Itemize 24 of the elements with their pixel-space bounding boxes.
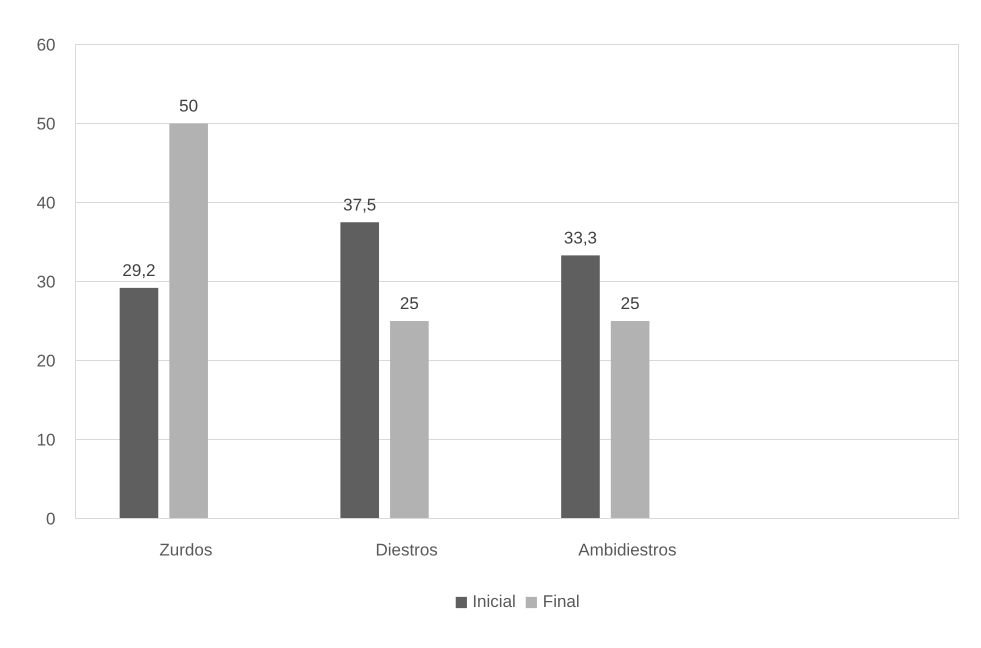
y-tick-label: 40 bbox=[36, 194, 56, 212]
y-tick-label: 0 bbox=[46, 510, 56, 528]
y-tick-label: 60 bbox=[36, 36, 56, 54]
data-label: 25 bbox=[400, 294, 419, 313]
bar bbox=[390, 321, 429, 518]
data-label: 25 bbox=[620, 294, 640, 313]
x-tick-label: Diestros bbox=[375, 540, 438, 560]
data-label: 33,3 bbox=[564, 228, 598, 248]
bar bbox=[561, 255, 600, 518]
legend-label: Inicial bbox=[472, 592, 516, 612]
bar bbox=[120, 288, 158, 518]
bar bbox=[340, 222, 380, 518]
y-tick-label: 10 bbox=[36, 430, 56, 450]
legend-label: Final bbox=[542, 592, 580, 612]
bar bbox=[610, 321, 650, 518]
data-label: 50 bbox=[179, 96, 198, 116]
y-tick-label: 20 bbox=[36, 352, 56, 370]
bar bbox=[169, 124, 208, 518]
data-label: 37,5 bbox=[343, 195, 376, 214]
data-label: 29,2 bbox=[122, 260, 156, 280]
x-tick-label: Zurdos bbox=[159, 540, 212, 560]
y-tick-label: 30 bbox=[36, 272, 56, 292]
x-tick-label: Ambidiestros bbox=[578, 540, 677, 560]
y-tick-label: 50 bbox=[36, 114, 56, 134]
